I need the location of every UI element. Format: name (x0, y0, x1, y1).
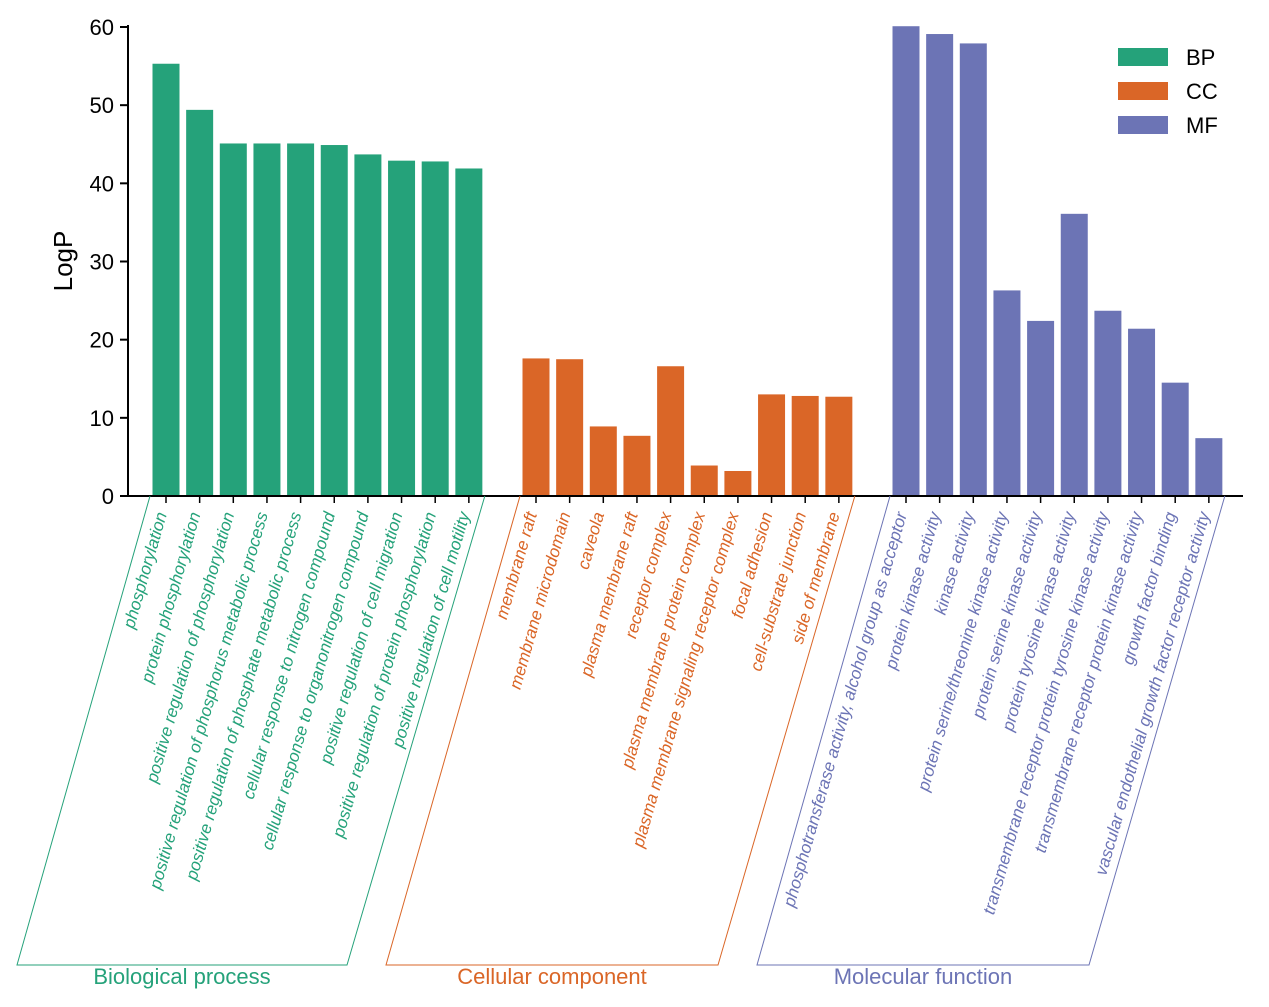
y-axis-label: LogP (48, 231, 78, 292)
y-tick-label: 10 (90, 406, 114, 431)
bar-mf (926, 34, 954, 496)
bar-mf (959, 43, 987, 496)
legend: BP CC MF (1118, 45, 1218, 138)
bar-bp (421, 161, 449, 497)
bar-mf (1094, 310, 1122, 496)
y-tick-label: 30 (90, 250, 114, 275)
y-tick-label: 0 (102, 484, 114, 509)
bar-mf (993, 290, 1021, 496)
legend-label-mf: MF (1186, 113, 1218, 138)
x-tick-label: caveola (574, 510, 608, 572)
bar-mf (1128, 328, 1156, 496)
y-tick-label: 50 (90, 93, 114, 118)
bar-mf (1027, 320, 1055, 496)
bar-bp (152, 63, 180, 496)
bar-cc (690, 465, 718, 496)
x-tick-label: phosphotransferase activity, alcohol gro… (779, 509, 911, 910)
group-label-bp: Biological process (93, 964, 270, 989)
bar-cc (589, 426, 617, 496)
legend-swatch-bp (1118, 48, 1168, 66)
bar-bp (186, 109, 214, 497)
bar-bp (388, 160, 416, 497)
bars-layer (152, 26, 1223, 497)
bar-bp (287, 143, 315, 497)
group-bracket-mf (756, 495, 1226, 966)
bar-cc (556, 359, 584, 496)
group-brackets-layer: Biological process Cellular component Mole… (16, 495, 1226, 989)
group-label-mf: Molecular function (834, 964, 1013, 989)
bar-cc (825, 396, 853, 496)
y-tick-label: 40 (90, 171, 114, 196)
bar-bp (253, 143, 281, 497)
bar-bp (320, 145, 348, 496)
group-label-cc: Cellular component (457, 964, 647, 989)
bar-mf (892, 26, 920, 497)
bar-cc (758, 394, 786, 496)
bar-bp (219, 143, 247, 497)
bar-bp (354, 154, 382, 496)
bar-cc (623, 435, 651, 496)
bar-bp (455, 168, 483, 496)
y-ticks-layer: 0 10 20 30 40 50 60 (90, 15, 128, 509)
y-tick-label: 60 (90, 15, 114, 40)
bar-mf (1161, 382, 1189, 496)
bar-cc (522, 358, 550, 496)
group-bracket-bp (16, 495, 486, 966)
bar-cc (724, 470, 752, 496)
y-tick-label: 20 (90, 328, 114, 353)
bar-cc (791, 395, 819, 496)
bar-mf (1195, 438, 1223, 496)
legend-label-bp: BP (1186, 45, 1215, 70)
bar-cc (657, 366, 685, 496)
legend-swatch-cc (1118, 82, 1168, 100)
group-bracket-cc (385, 495, 856, 966)
legend-swatch-mf (1118, 116, 1168, 134)
legend-label-cc: CC (1186, 79, 1218, 104)
bar-mf (1060, 213, 1088, 496)
